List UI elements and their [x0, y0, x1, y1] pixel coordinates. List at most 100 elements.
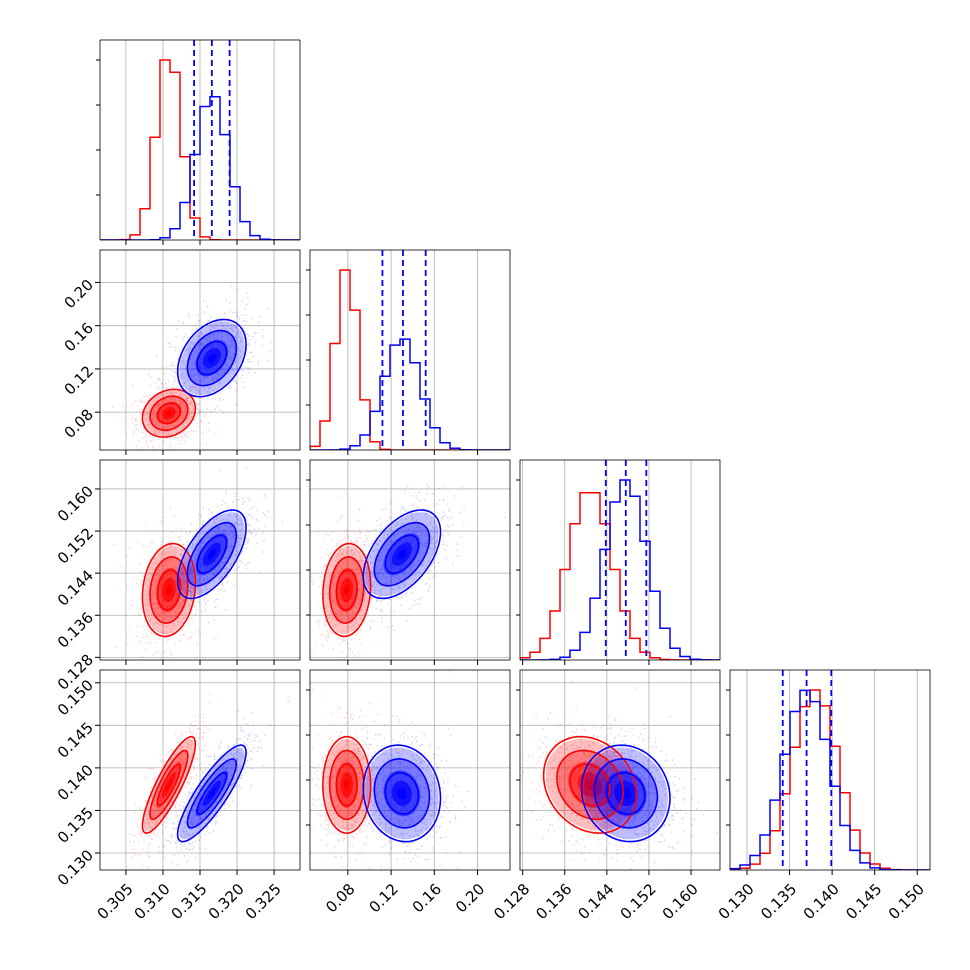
contour-blue [605, 771, 646, 815]
panel-frame [309, 459, 511, 661]
contour-red [322, 735, 372, 834]
panel-0-0 [96, 39, 301, 245]
y-tick-label: 0.145 [54, 719, 97, 762]
density-red [165, 584, 172, 596]
contour-blue [176, 744, 247, 843]
contour-red [335, 569, 358, 611]
density-blue [397, 787, 407, 800]
y-tick-label: 0.160 [54, 482, 97, 525]
histogram-red [100, 59, 300, 240]
panel-frame [729, 669, 931, 871]
x-tick-label: 0.305 [94, 880, 137, 923]
contour-blue [384, 534, 420, 575]
histogram-blue [520, 479, 720, 660]
x-tick-label: 0.144 [574, 880, 617, 923]
contour-blue [176, 509, 247, 600]
contour-red [156, 402, 181, 425]
panel-content [111, 285, 272, 450]
panel-2-1 [306, 459, 511, 665]
panel-frame [309, 669, 511, 871]
contour-red [328, 555, 365, 625]
contour-red [141, 542, 197, 638]
panel-frame [99, 459, 301, 661]
density-red [165, 410, 172, 417]
panel-content [730, 670, 930, 870]
contour-blue [580, 744, 671, 843]
y-tick-label: 0.12 [61, 362, 97, 398]
histogram-red [310, 269, 510, 450]
contour-blue [196, 340, 228, 376]
panel-frame [99, 39, 301, 241]
density-red [584, 779, 596, 791]
x-tick-label: 0.325 [242, 880, 285, 923]
x-tick-label: 0.128 [490, 880, 533, 923]
contour-blue [186, 758, 238, 829]
contour-blue [373, 521, 431, 587]
panel-content [310, 250, 510, 450]
contour-red [328, 749, 365, 821]
x-tick-label: 0.320 [205, 880, 248, 923]
contour-red [149, 395, 189, 432]
contour-blue [593, 758, 659, 829]
panel-frame [99, 249, 301, 451]
panel-content [310, 483, 506, 660]
density-red [343, 779, 350, 791]
panel-frame [309, 249, 511, 451]
contour-red [335, 763, 358, 807]
y-tick-label: 0.135 [54, 804, 97, 847]
contour-red [141, 388, 197, 438]
contour-blue [186, 521, 238, 587]
y-tick-label: 0.16 [61, 319, 97, 355]
density-blue [397, 548, 407, 560]
panel-background [520, 670, 720, 870]
contour-red [156, 763, 181, 807]
contour-red [156, 569, 181, 611]
contour-blue [362, 509, 442, 600]
panel-frame [519, 459, 721, 661]
y-tick-label: 0.152 [54, 524, 97, 567]
contour-blue [362, 744, 442, 843]
contour-red [542, 735, 638, 834]
contour-red [141, 735, 197, 834]
contour-red [149, 749, 189, 821]
histogram-blue [730, 689, 930, 870]
density-red [343, 584, 350, 596]
x-tick-label: 0.12 [365, 880, 401, 916]
contour-blue [186, 329, 238, 387]
x-tick-label: 0.08 [322, 880, 358, 916]
x-tick-label: 0.145 [842, 880, 885, 923]
density-red [165, 779, 172, 791]
panel-3-3: 0.130 0.135 0.140 0.145 0.150 [715, 669, 931, 923]
x-tick-label: 0.136 [532, 880, 575, 923]
x-tick-label: 0.315 [168, 880, 211, 923]
x-tick-label: 0.310 [131, 880, 174, 923]
panel-3-2: 0.128 0.136 0.144 0.152 0.160 [490, 669, 721, 923]
y-tick-label: 0.144 [54, 566, 97, 609]
panel-frame [519, 669, 721, 871]
density-blue [207, 787, 216, 800]
scatter-blue [549, 680, 718, 870]
panel-content [124, 693, 290, 868]
contour-blue [176, 318, 247, 398]
panel-content [310, 671, 469, 870]
density-blue [207, 353, 216, 363]
y-tick-label: 0.140 [54, 761, 97, 804]
x-tick-label: 0.20 [452, 880, 488, 916]
density-blue [207, 549, 216, 560]
contour-red [322, 542, 372, 638]
x-tick-label: 0.160 [659, 880, 702, 923]
panel-3-1: 0.08 0.12 0.16 0.20 [306, 669, 511, 916]
panel-content [113, 467, 284, 660]
panel-frame [99, 669, 301, 871]
panel-content [520, 680, 718, 870]
x-tick-label: 0.140 [800, 880, 843, 923]
panel-1-0: 0.08 0.12 0.16 0.20 [61, 249, 301, 455]
panel-1-1 [306, 249, 511, 455]
contour-blue [196, 771, 228, 815]
x-tick-label: 0.16 [409, 880, 445, 916]
y-tick-label: 0.136 [54, 609, 97, 652]
y-tick-label: 0.20 [61, 276, 97, 312]
contour-blue [373, 758, 431, 829]
contour-blue [196, 534, 228, 574]
